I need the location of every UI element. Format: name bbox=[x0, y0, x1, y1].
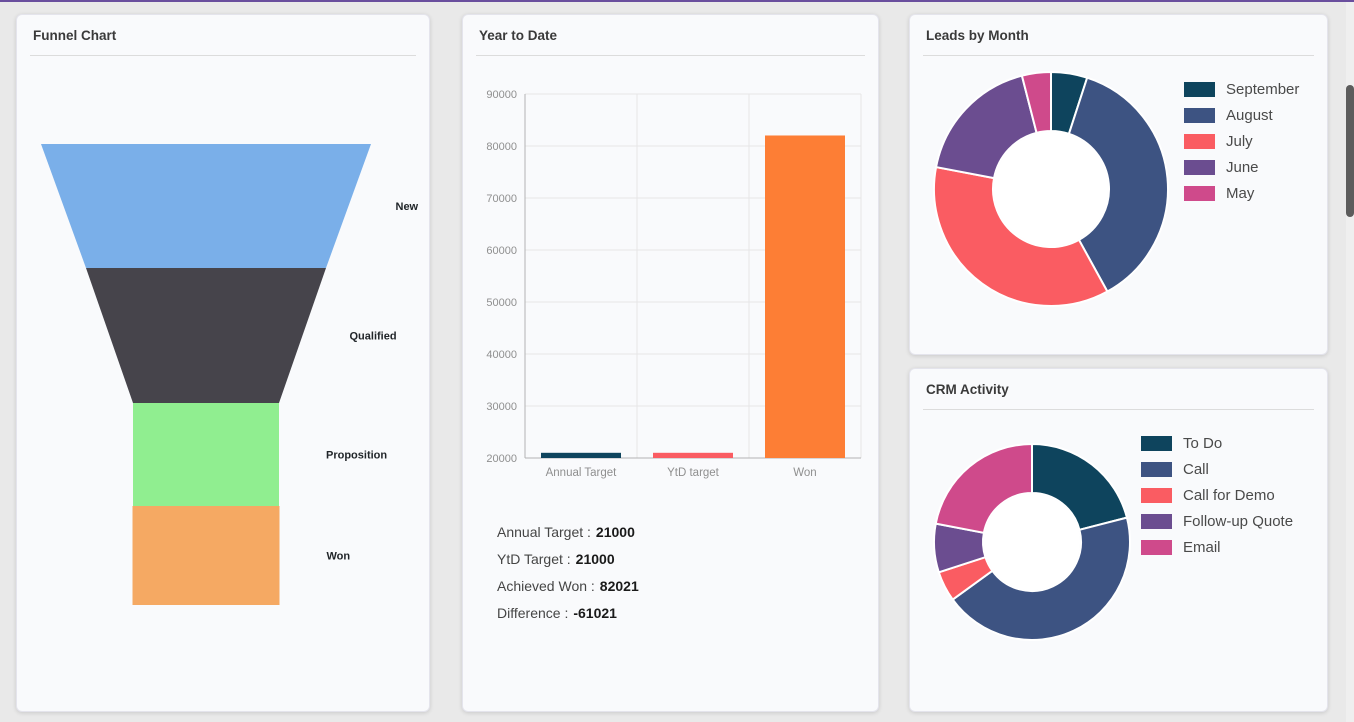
pie-slice-may[interactable] bbox=[1020, 70, 1052, 135]
funnel-chart-card: Funnel Chart New Qualified Proposition Won bbox=[16, 14, 430, 712]
legend-label: To Do bbox=[1183, 434, 1223, 452]
legend-swatch bbox=[1184, 159, 1215, 175]
summary-label: Annual Target : bbox=[497, 523, 591, 540]
ytd-card-title: Year to Date bbox=[479, 28, 558, 43]
leads-legend: September August July June May bbox=[1184, 76, 1299, 206]
y-axis-tick: 50000 bbox=[486, 297, 517, 309]
pie-slice-august[interactable] bbox=[1067, 76, 1169, 293]
legend-label: Follow-up Quote bbox=[1183, 512, 1294, 530]
x-axis-label: YtD target bbox=[667, 467, 720, 479]
legend-swatch bbox=[1141, 539, 1172, 555]
summary-label: Difference : bbox=[497, 604, 569, 621]
legend-swatch bbox=[1141, 435, 1172, 451]
x-axis-label: Annual Target bbox=[546, 467, 618, 479]
x-axis-label: Won bbox=[793, 467, 816, 479]
funnel-card-title: Funnel Chart bbox=[33, 28, 117, 43]
legend-swatch bbox=[1184, 81, 1215, 97]
summary-value: 21000 bbox=[595, 523, 635, 540]
summary-value: -61021 bbox=[573, 604, 617, 621]
funnel-stage-label: Proposition bbox=[326, 450, 387, 462]
year-to-date-card: Year to Date 20000 30000 40000 50000 60000 70… bbox=[462, 14, 879, 712]
crm-activity-card: CRM Activity To Do Call Call for Demo Follo… bbox=[909, 368, 1328, 712]
leads-card-title: Leads by Month bbox=[926, 28, 1029, 43]
legend-item-june[interactable]: June bbox=[1184, 154, 1299, 180]
bar-ytd-target[interactable] bbox=[653, 452, 733, 458]
funnel-stage-label: Qualified bbox=[350, 331, 397, 343]
summary-value: 82021 bbox=[599, 577, 639, 594]
legend-swatch bbox=[1141, 461, 1172, 477]
funnel-stage-new[interactable] bbox=[41, 144, 371, 268]
legend-label: Call for Demo bbox=[1183, 486, 1275, 504]
y-axis-tick: 30000 bbox=[486, 401, 517, 413]
funnel-stage-qualified[interactable] bbox=[86, 268, 326, 403]
legend-swatch bbox=[1141, 487, 1172, 503]
legend-item-to-do[interactable]: To Do bbox=[1141, 430, 1293, 456]
y-axis-tick: 40000 bbox=[486, 349, 517, 361]
legend-swatch bbox=[1184, 185, 1215, 201]
funnel-stage-label: New bbox=[396, 201, 419, 213]
legend-item-call-for-demo[interactable]: Call for Demo bbox=[1141, 482, 1293, 508]
activity-card-title: CRM Activity bbox=[926, 382, 1009, 397]
funnel-stage-won[interactable] bbox=[132, 506, 280, 605]
summary-row-difference: Difference : -61021 bbox=[497, 599, 639, 626]
y-axis-tick: 70000 bbox=[486, 193, 517, 205]
scrollbar-thumb[interactable] bbox=[1346, 85, 1354, 217]
funnel-stage-label: Won bbox=[327, 551, 351, 563]
legend-item-august[interactable]: August bbox=[1184, 102, 1299, 128]
legend-label: May bbox=[1226, 184, 1255, 202]
crm-activity-legend: To Do Call Call for Demo Follow-up Quote Ema… bbox=[1141, 430, 1293, 560]
legend-swatch bbox=[1184, 107, 1215, 123]
summary-value: 21000 bbox=[575, 550, 615, 567]
ytd-summary: Annual Target : 21000 YtD Target : 21000… bbox=[497, 518, 639, 626]
y-axis-tick: 90000 bbox=[486, 89, 517, 101]
legend-item-may[interactable]: May bbox=[1184, 180, 1299, 206]
bar-won[interactable] bbox=[765, 135, 845, 459]
summary-row-achieved-won: Achieved Won : 82021 bbox=[497, 572, 639, 599]
bar-annual-target[interactable] bbox=[541, 452, 621, 458]
legend-label: Email bbox=[1183, 538, 1221, 556]
divider bbox=[476, 55, 865, 56]
legend-item-september[interactable]: September bbox=[1184, 76, 1299, 102]
top-accent-bar bbox=[0, 0, 1354, 2]
divider bbox=[923, 409, 1314, 410]
legend-item-july[interactable]: July bbox=[1184, 128, 1299, 154]
crm-activity-donut-chart[interactable] bbox=[910, 369, 1328, 712]
funnel-chart[interactable]: New Qualified Proposition Won bbox=[17, 85, 430, 645]
ytd-bar-chart[interactable]: 20000 30000 40000 50000 60000 70000 80000 90000… bbox=[463, 79, 879, 509]
leads-donut-chart[interactable] bbox=[910, 15, 1328, 355]
funnel-stage-proposition[interactable] bbox=[133, 403, 279, 506]
legend-item-follow-up-quote[interactable]: Follow-up Quote bbox=[1141, 508, 1293, 534]
pie-slice-july[interactable] bbox=[933, 165, 1109, 307]
legend-swatch bbox=[1184, 133, 1215, 149]
legend-label: July bbox=[1226, 132, 1253, 150]
pie-slice-email[interactable] bbox=[934, 442, 1033, 534]
divider bbox=[30, 55, 416, 56]
y-axis-tick: 20000 bbox=[486, 453, 517, 465]
leads-by-month-card: Leads by Month September August July June Ma… bbox=[909, 14, 1328, 355]
legend-item-email[interactable]: Email bbox=[1141, 534, 1293, 560]
legend-label: June bbox=[1226, 158, 1259, 176]
y-axis-tick: 80000 bbox=[486, 141, 517, 153]
summary-label: Achieved Won : bbox=[497, 577, 595, 594]
scrollbar[interactable] bbox=[1346, 2, 1354, 722]
legend-swatch bbox=[1141, 513, 1172, 529]
divider bbox=[923, 55, 1314, 56]
pie-slice-call[interactable] bbox=[951, 516, 1131, 641]
legend-label: Call bbox=[1183, 460, 1209, 478]
legend-label: September bbox=[1226, 80, 1300, 98]
legend-label: August bbox=[1226, 106, 1273, 124]
y-axis-tick: 60000 bbox=[486, 245, 517, 257]
summary-row-ytd-target: YtD Target : 21000 bbox=[497, 545, 639, 572]
legend-item-call[interactable]: Call bbox=[1141, 456, 1293, 482]
summary-row-annual-target: Annual Target : 21000 bbox=[497, 518, 639, 545]
summary-label: YtD Target : bbox=[497, 550, 571, 567]
